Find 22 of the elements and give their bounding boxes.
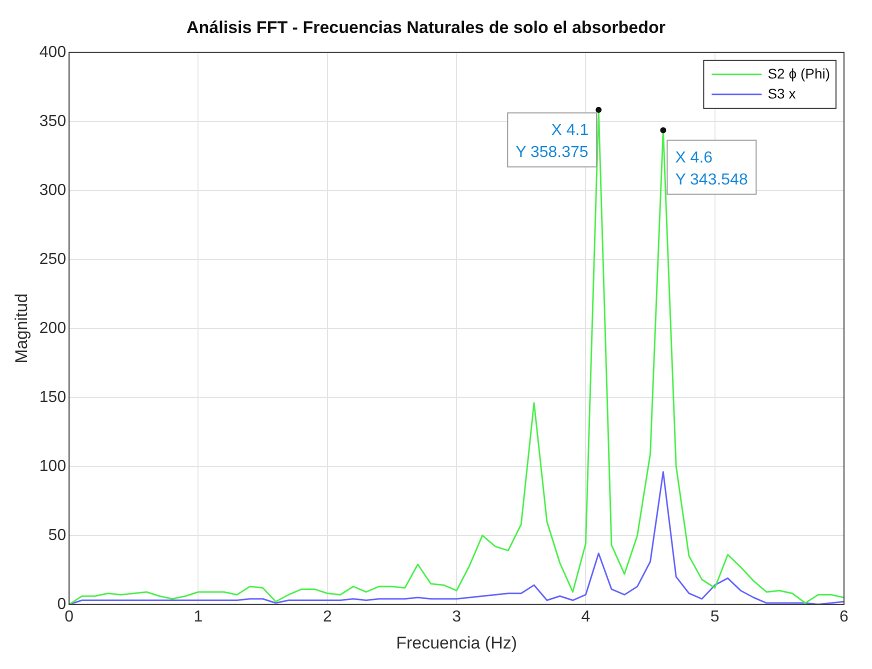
y-tick-label: 150 [39,388,66,406]
y-tick-label: 250 [39,250,66,268]
y-tick-label: 300 [39,182,66,199]
y-tick-label: 100 [39,458,66,475]
x-tick-label: 2 [322,608,332,626]
x-tick-label: 4 [581,608,590,626]
y-tick-label: 50 [48,526,66,544]
y-tick-label: 400 [39,44,66,61]
y-tick-label: 200 [39,320,66,337]
y-tick-label: 0 [57,596,66,613]
x-tick-label: 5 [710,608,720,626]
annotation: X 4.1 Y 358.375 [516,122,589,161]
x-tick-label: 3 [452,608,462,626]
y-tick-label: 350 [39,112,66,130]
x-tick-label: 6 [840,608,849,626]
y-axis-title: Magnitud [12,293,31,364]
legend-label: S2 ϕ (Phi) [768,65,830,82]
x-tick-label: 1 [194,608,203,626]
legend-label: S3 x [768,85,796,102]
annotation: X 4.6 Y 343.548 [675,149,748,188]
chart-title: Análisis FFT - Frecuencias Naturales de solo el absorbedor [186,18,666,37]
x-axis-title: Frecuencia (Hz) [396,633,518,652]
